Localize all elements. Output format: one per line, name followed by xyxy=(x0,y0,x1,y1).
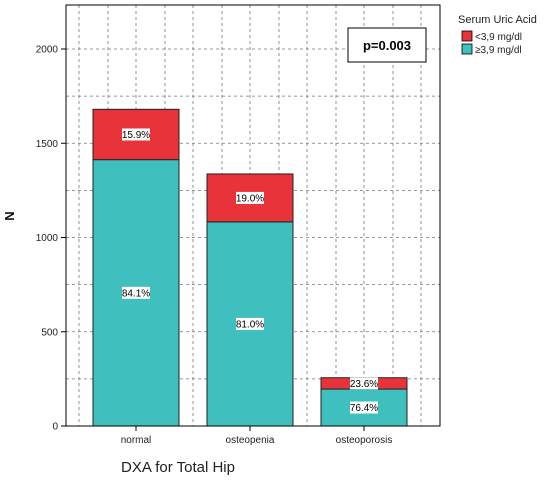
bar-data-label: 76.4% xyxy=(350,401,378,414)
bar-data-label: 23.6% xyxy=(350,377,378,390)
legend-swatch-high xyxy=(461,43,473,55)
bar-data-label-text: 76.4% xyxy=(350,403,378,414)
legend-label-low: <3,9 mg/dl xyxy=(475,32,522,43)
legend: Serum Uric Acid <3,9 mg/dl ≥3,9 mg/dl xyxy=(458,14,537,56)
x-axis-title: DXA for Total Hip xyxy=(121,459,235,476)
y-axis-title: N xyxy=(2,211,17,220)
bar-data-label-text: 15.9% xyxy=(122,130,150,141)
bars: 84.1% 15.9% 81.0% 19.0% 76.4% 23.6% xyxy=(92,108,408,427)
legend-label-high: ≥3,9 mg/dl xyxy=(475,45,522,56)
y-tick-label: 500 xyxy=(41,327,58,338)
bar-data-label-text: 84.1% xyxy=(122,288,150,299)
bar-data-label: 19.0% xyxy=(236,191,264,204)
annotation-text: p=0.003 xyxy=(363,38,411,53)
bar-data-label-bg xyxy=(122,286,150,299)
legend-title: Serum Uric Acid xyxy=(458,14,537,26)
bar-data-label-text: 81.0% xyxy=(236,319,264,330)
y-tick-label: 1500 xyxy=(36,139,59,150)
bar-data-label-bg xyxy=(350,377,378,390)
legend-swatch-low xyxy=(461,30,473,42)
bar-data-label-bg xyxy=(350,401,378,414)
plot-frame xyxy=(65,4,441,427)
x-tick-label: osteopenia xyxy=(226,435,275,446)
x-tick-label: osteoporosis xyxy=(336,435,393,446)
axes: 0 500 1000 1500 2000 normal osteopenia osteopor… xyxy=(36,45,393,447)
bar-data-label-text: 19.0% xyxy=(236,193,264,204)
x-tick-label: normal xyxy=(121,435,152,446)
bar-data-label-bg xyxy=(236,317,264,330)
y-tick-label: 1000 xyxy=(36,233,59,244)
bar-data-label: 81.0% xyxy=(236,317,264,330)
bar-data-label: 84.1% xyxy=(122,286,150,299)
y-tick-label: 2000 xyxy=(36,45,59,56)
y-tick-label: 0 xyxy=(52,422,58,433)
bar-data-label: 15.9% xyxy=(122,128,150,141)
annotation-box xyxy=(347,27,427,63)
bar-data-label-bg xyxy=(122,128,150,141)
bar-data-label-text: 23.6% xyxy=(350,379,378,390)
bar-data-label-bg xyxy=(236,191,264,204)
